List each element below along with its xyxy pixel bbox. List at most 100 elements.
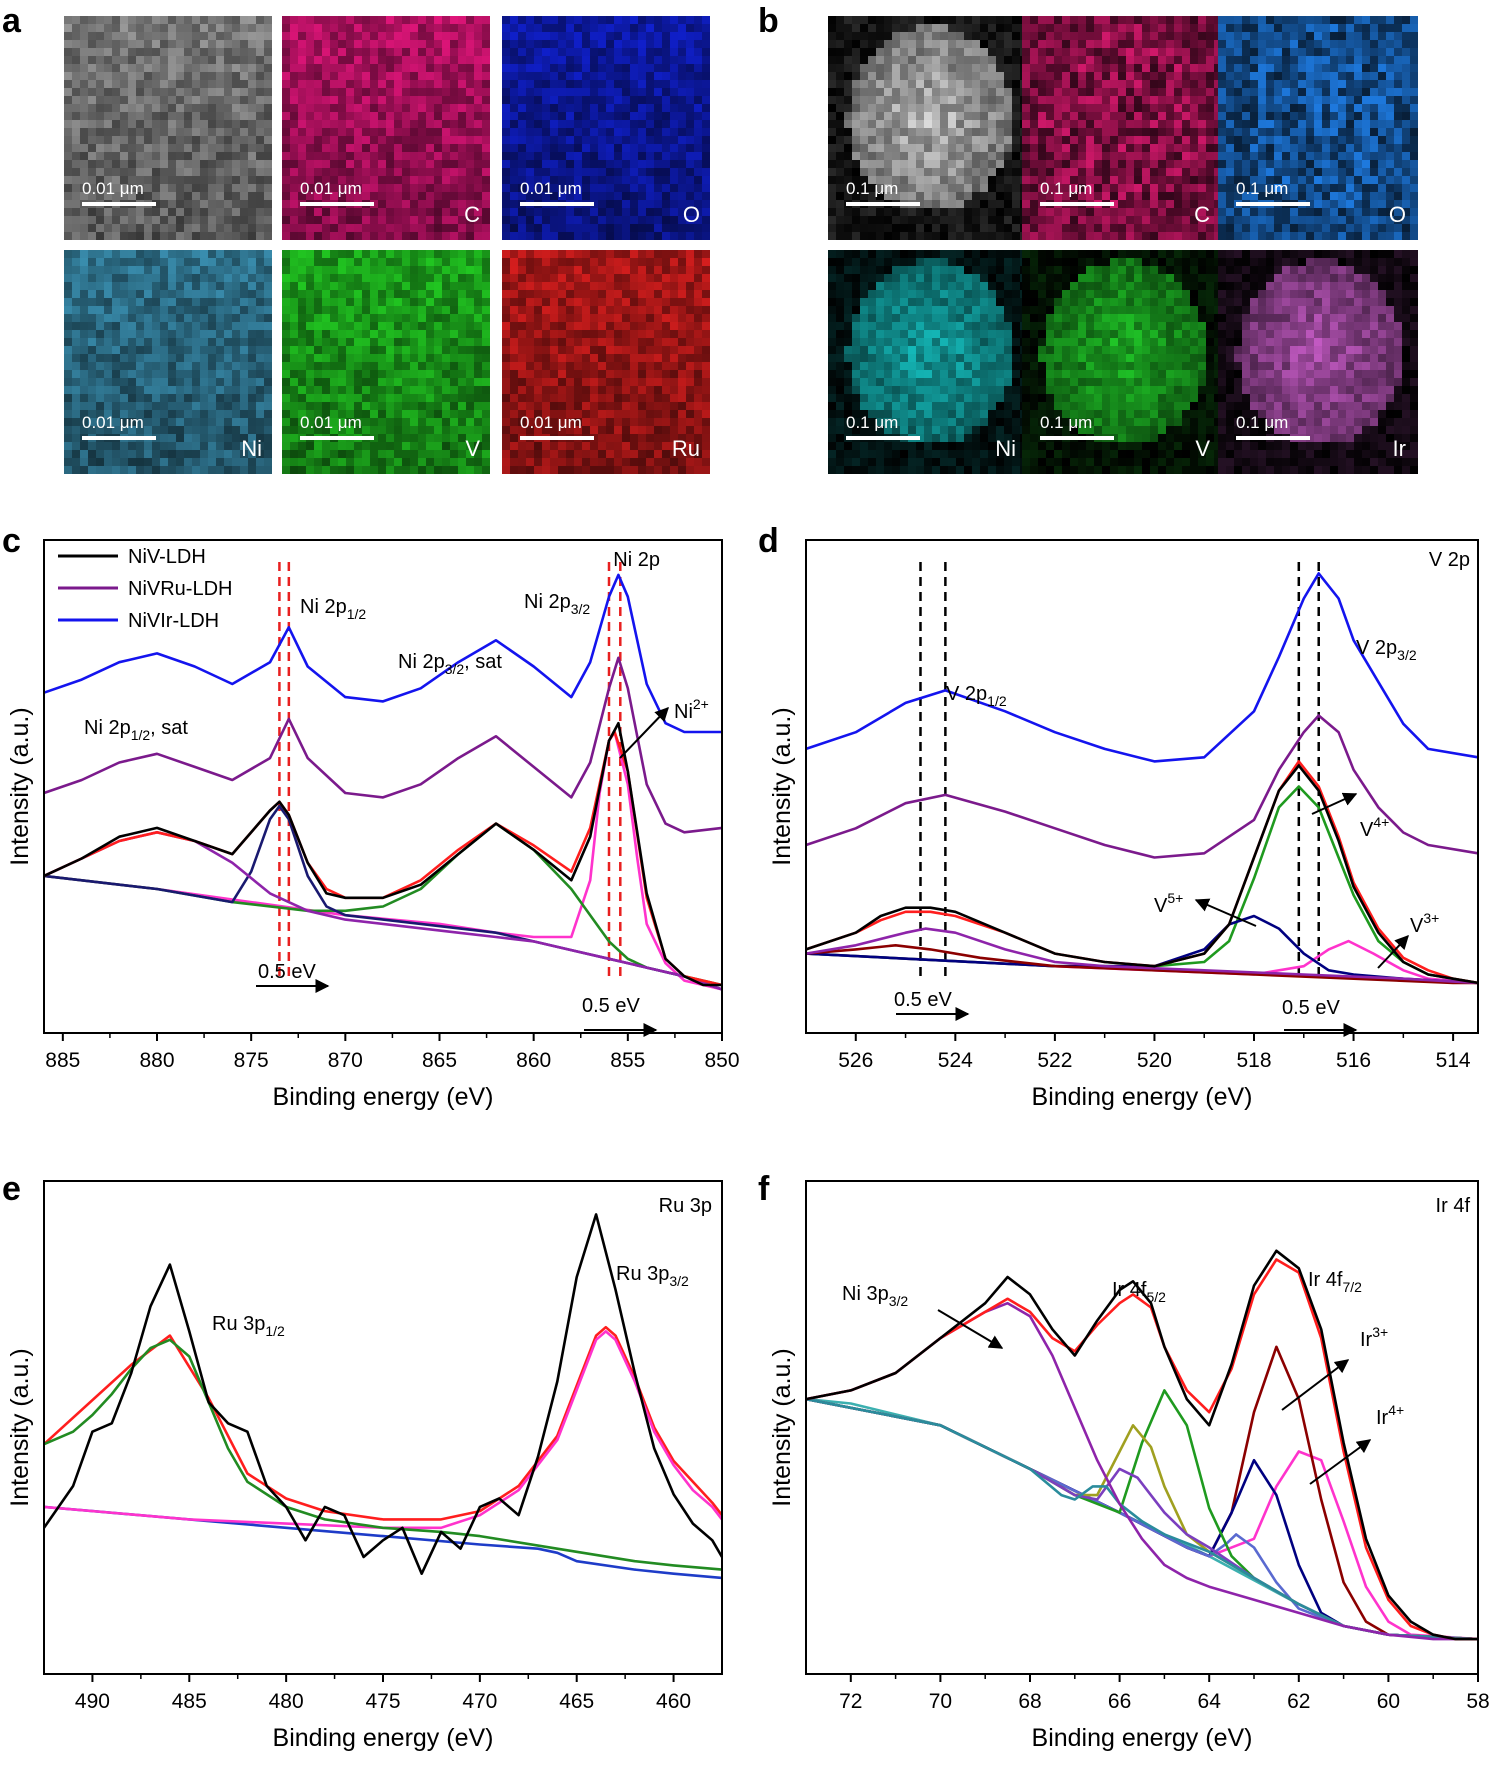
element-label-a-2: O	[683, 202, 700, 227]
y-axis-label-d: Intensity (a.u.)	[768, 707, 796, 865]
xtick-label-d-6: 514	[1436, 1049, 1471, 1072]
shift-label-d1: 0.5 eV	[894, 989, 952, 1011]
xtick-label-c-2: 875	[234, 1049, 269, 1072]
element-label-a-4: V	[465, 436, 480, 461]
arrow-ni3p32	[937, 1309, 1004, 1349]
arrow-v3plus	[1377, 934, 1409, 969]
series-d-v-2p1-2-dark-red-	[805, 944, 1478, 985]
scale-label-b-2: 0.1 μm	[1236, 179, 1288, 198]
eds-map-a-4: 0.01 μm V	[282, 250, 490, 474]
series-d-nivru-ldh	[805, 714, 1479, 859]
series-d-fit-envelope	[805, 760, 1479, 985]
chart-c: 885 880 875 870 865 860 855 850 Binding energy (…	[6, 539, 740, 1111]
xtick-label-c-7: 850	[704, 1049, 739, 1072]
xtick-label-f-2: 68	[1018, 1690, 1041, 1713]
plot-frame-e	[43, 1180, 723, 1675]
xtick-label-d-3: 520	[1137, 1049, 1172, 1072]
ann-ru3p32: Ru 3p3/2	[616, 1263, 689, 1289]
element-label-a-5: Ru	[672, 436, 700, 461]
series-c-nivir-ldh	[43, 573, 722, 734]
scale-label-a-2: 0.01 μm	[520, 179, 582, 198]
eds-map-a-2: 0.01 μm O	[502, 16, 710, 240]
xtick-label-c-1: 880	[139, 1049, 174, 1072]
xtick-label-f-1: 70	[929, 1690, 952, 1713]
arrow-v4plus	[1311, 792, 1358, 815]
xtick-label-e-3: 475	[365, 1690, 400, 1713]
series-c-niv-ldh	[43, 721, 722, 987]
ann-v3plus: V3+	[1410, 910, 1439, 937]
scale-label-a-4: 0.01 μm	[300, 413, 362, 432]
y-axis-label-f: Intensity (a.u.)	[768, 1348, 796, 1506]
shift-label-c2: 0.5 eV	[582, 995, 640, 1017]
chart-d-title: V 2p	[1429, 549, 1470, 571]
element-label-b-3: Ni	[995, 436, 1016, 461]
eds-map-b-0: 0.1 μm	[828, 16, 1028, 240]
xtick-label-e-1: 485	[172, 1690, 207, 1713]
element-label-b-5: Ir	[1393, 436, 1406, 461]
eds-map-b-4: 0.1 μm V	[1022, 250, 1222, 474]
xtick-label-d-2: 522	[1037, 1049, 1072, 1072]
x-axis-label-f: Binding energy (eV)	[1032, 1724, 1253, 1752]
xtick-label-f-5: 62	[1287, 1690, 1310, 1713]
plot-frame-d	[805, 539, 1479, 1034]
eds-map-b-2: 0.1 μm O	[1218, 16, 1418, 240]
arrow-ir3plus	[1281, 1359, 1350, 1411]
scale-label-b-5: 0.1 μm	[1236, 413, 1288, 432]
series-f-ir3-	[805, 1345, 1479, 1641]
element-label-b-4: V	[1195, 436, 1210, 461]
scale-label-b-0: 0.1 μm	[846, 179, 898, 198]
eds-map-b-3: 0.1 μm Ni	[828, 250, 1028, 474]
xtick-label-c-6: 855	[610, 1049, 645, 1072]
ann-ni2plus: Ni2+	[674, 696, 709, 723]
chart-c-title: Ni 2p	[613, 549, 660, 571]
panel-label-d: d	[758, 522, 779, 560]
xtick-label-d-1: 524	[938, 1049, 973, 1072]
series-d-v-2p1-2-purple-	[805, 927, 1479, 985]
ann-ni2p12: Ni 2p1/2	[300, 596, 366, 622]
series-e-fit-envelope	[43, 1325, 724, 1521]
scale-label-a-0: 0.01 μm	[82, 179, 144, 198]
chart-d: 526 524 522 520 518 516 514 Binding energy (eV)…	[768, 539, 1479, 1111]
eds-map-a-0: 0.01 μm	[64, 16, 272, 240]
chart-f-title: Ir 4f	[1436, 1195, 1471, 1217]
eds-map-a-5: 0.01 μm Ru	[502, 250, 710, 474]
panel-label-c: c	[2, 522, 21, 560]
scale-label-a-3: 0.01 μm	[82, 413, 144, 432]
xtick-label-e-2: 480	[269, 1690, 304, 1713]
ann-ir4f72: Ir 4f7/2	[1308, 1269, 1362, 1295]
plot-frame-f	[805, 1180, 1479, 1675]
ann-v4plus: V4+	[1360, 814, 1389, 841]
xtick-label-f-6: 60	[1377, 1690, 1400, 1713]
series-c-fit-envelope	[43, 730, 723, 987]
arrow-v5plus	[1194, 898, 1257, 927]
scale-label-b-3: 0.1 μm	[846, 413, 898, 432]
series-d-niv-ldh	[805, 764, 1479, 985]
x-axis-label-c: Binding energy (eV)	[273, 1083, 494, 1111]
xtick-label-f-0: 72	[839, 1690, 862, 1713]
panel-label-f: f	[758, 1170, 770, 1208]
y-axis-label-c: Intensity (a.u.)	[6, 707, 34, 865]
y-axis-label-e: Intensity (a.u.)	[6, 1348, 34, 1506]
panel-label-b: b	[758, 2, 779, 40]
element-label-a-1: C	[464, 202, 480, 227]
shift-label-d2: 0.5 eV	[1282, 997, 1340, 1019]
ann-ir4f52: Ir 4f5/2	[1112, 1279, 1166, 1305]
series-d-nivir-ldh	[805, 572, 1479, 763]
ann-v2p32: V 2p3/2	[1356, 637, 1417, 663]
eds-map-b-5: 0.1 μm Ir	[1218, 250, 1418, 474]
series-d-v4-	[805, 785, 1479, 985]
xtick-label-c-3: 870	[328, 1049, 363, 1072]
series-e-ru-3p1-2	[43, 1338, 723, 1571]
eds-maps-a: 0.01 μm 0.01 μm C 0.01 μm O 0.01 μm Ni 0.01 μm V…	[64, 16, 710, 474]
series-f-ir-4f5-2-teal-	[805, 1397, 1479, 1641]
series-c-nivru-ldh	[43, 656, 723, 834]
series-f-ni-3p3-2	[805, 1301, 1478, 1641]
chart-c-legend: NiV-LDH NiVRu-LDH NiVIr-LDH	[58, 546, 232, 632]
ann-ni2p12-sat: Ni 2p1/2, sat	[84, 717, 188, 743]
series-e-background	[43, 1505, 723, 1580]
eds-map-b-1: 0.1 μm C	[1022, 16, 1222, 240]
ann-ir3plus: Ir3+	[1360, 1324, 1388, 1351]
panel-label-e: e	[2, 1170, 21, 1208]
